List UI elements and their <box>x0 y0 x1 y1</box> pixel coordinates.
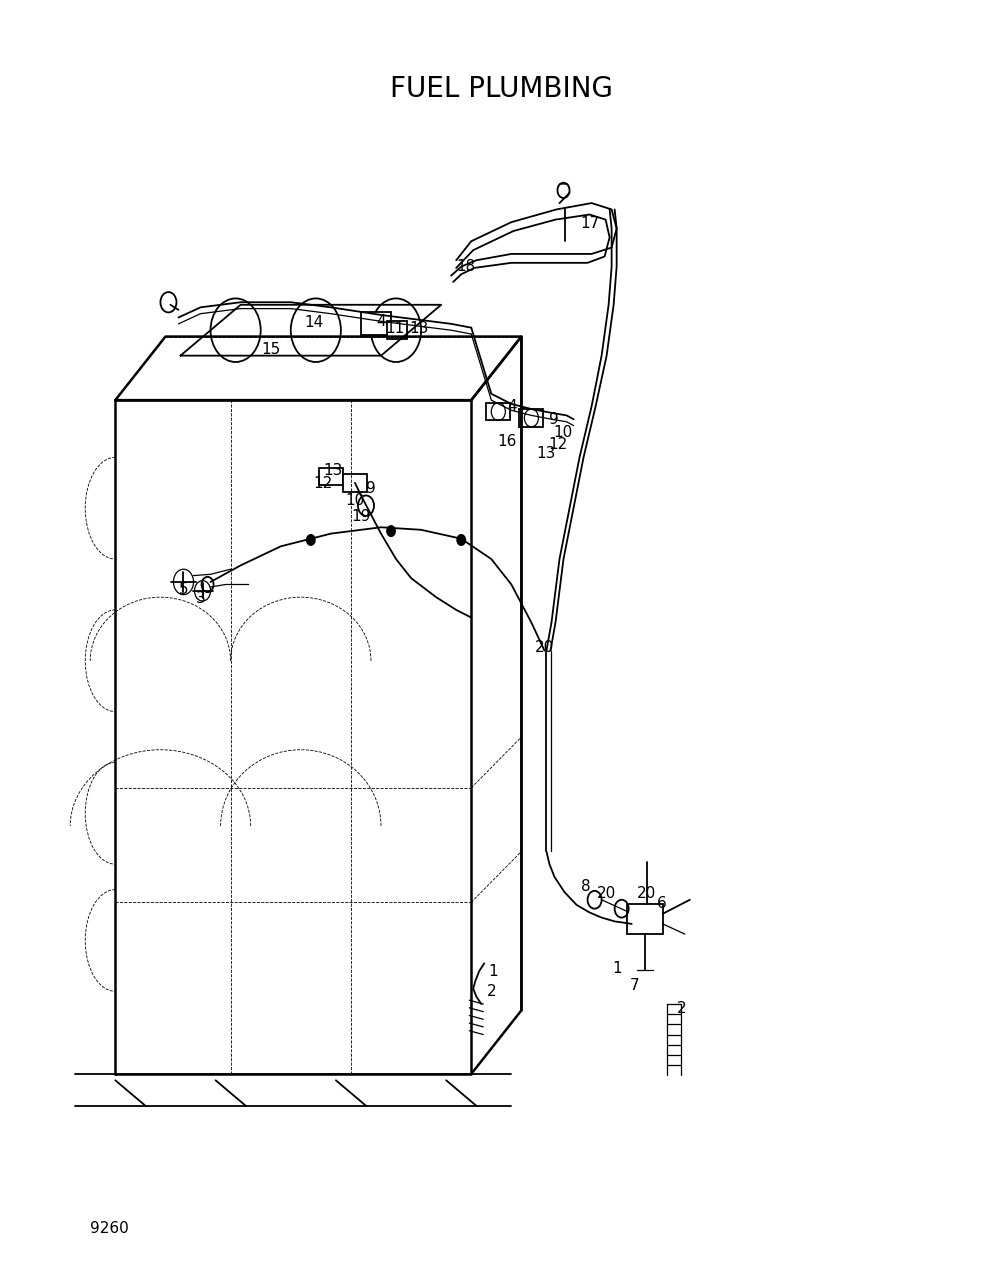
Text: FUEL PLUMBING: FUEL PLUMBING <box>390 75 612 103</box>
Circle shape <box>457 535 465 545</box>
Text: 1: 1 <box>611 961 621 976</box>
Text: 17: 17 <box>579 216 599 231</box>
Circle shape <box>307 535 315 545</box>
Bar <box>319 468 343 486</box>
Text: 13: 13 <box>323 463 343 478</box>
Bar <box>387 322 407 339</box>
Text: 12: 12 <box>313 475 333 491</box>
Text: 12: 12 <box>547 437 567 452</box>
Bar <box>486 403 510 421</box>
Bar <box>519 409 543 427</box>
Text: 7: 7 <box>629 977 639 993</box>
Text: 20: 20 <box>534 639 554 655</box>
Text: 20: 20 <box>596 886 616 901</box>
Bar <box>343 474 367 492</box>
Text: 15: 15 <box>261 342 281 357</box>
Text: 20: 20 <box>636 886 656 901</box>
Text: 3: 3 <box>195 591 205 606</box>
Text: 13: 13 <box>536 446 556 461</box>
Text: 10: 10 <box>345 493 365 508</box>
Text: 5: 5 <box>178 582 188 597</box>
Text: 14: 14 <box>304 315 324 330</box>
Circle shape <box>387 526 395 536</box>
Text: 13: 13 <box>409 320 429 336</box>
Text: 4: 4 <box>507 399 517 414</box>
Text: 11: 11 <box>385 320 405 336</box>
Bar <box>626 904 662 934</box>
Text: 9: 9 <box>548 412 558 427</box>
Text: 16: 16 <box>497 433 517 449</box>
Bar <box>361 313 391 336</box>
Text: 2: 2 <box>676 1000 686 1016</box>
Text: 6: 6 <box>656 896 666 911</box>
Text: 9: 9 <box>366 480 376 496</box>
Text: 10: 10 <box>552 425 572 440</box>
Text: 9260: 9260 <box>90 1220 129 1235</box>
Text: 19: 19 <box>351 508 371 524</box>
Text: 8: 8 <box>580 878 590 894</box>
Text: 18: 18 <box>456 259 476 275</box>
Text: 2: 2 <box>486 984 496 999</box>
Text: 1: 1 <box>488 963 498 979</box>
Text: 4: 4 <box>376 314 386 329</box>
